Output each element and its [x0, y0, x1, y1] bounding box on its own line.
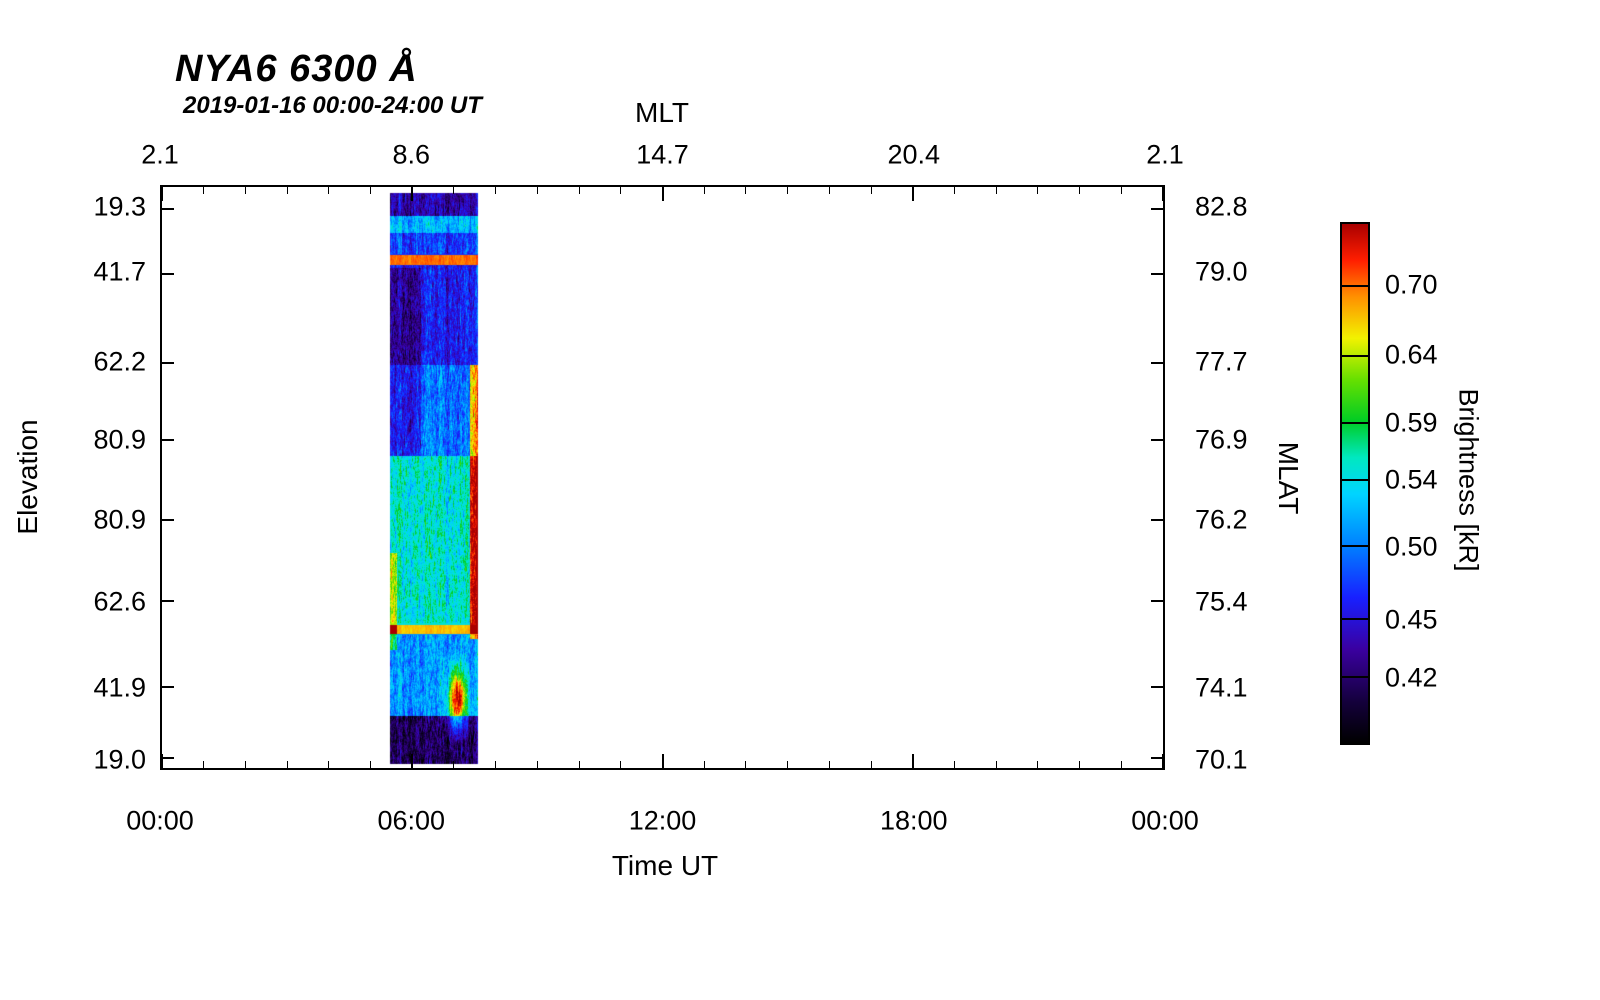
bottom-axis-tick-label: 18:00: [879, 805, 948, 836]
right-axis-tick-label: 82.8: [1195, 191, 1248, 222]
top-axis-tick-label: 20.4: [887, 139, 941, 170]
right-axis-tick-label: 70.1: [1195, 744, 1248, 775]
right-axis-tick-label: 74.1: [1195, 672, 1248, 703]
colorbar-tick-label: 0.54: [1385, 464, 1438, 495]
top-axis-tick-label: 8.6: [392, 139, 431, 170]
plot-title: NYA6 6300 Å: [175, 48, 418, 90]
colorbar-tick-label: 0.64: [1385, 339, 1438, 370]
colorbar-tick: [1342, 545, 1368, 548]
colorbar-tick: [1342, 354, 1368, 357]
colorbar-tick: [1342, 478, 1368, 481]
colorbar-label: Brightness [kR]: [1453, 388, 1484, 572]
right-axis-tick-label: 75.4: [1195, 586, 1248, 617]
left-axis-tick-label: 19.3: [93, 191, 146, 222]
left-axis-tick-label: 41.7: [93, 256, 146, 287]
colorbar-tick: [1342, 422, 1368, 425]
right-axis-label: MLAT: [1273, 441, 1304, 515]
right-axis-tick-label: 79.0: [1195, 256, 1248, 287]
colorbar: [1340, 222, 1370, 745]
left-axis-tick-label: 62.2: [93, 346, 146, 377]
left-axis-tick-label: 62.6: [93, 586, 146, 617]
colorbar-tick-label: 0.50: [1385, 531, 1438, 562]
plot-subtitle: 2019-01-16 00:00-24:00 UT: [183, 92, 482, 119]
colorbar-tick-label: 0.42: [1385, 662, 1438, 693]
right-axis-tick-label: 76.2: [1195, 504, 1248, 535]
left-axis-tick-label: 41.9: [93, 672, 146, 703]
right-axis-tick-label: 77.7: [1195, 346, 1248, 377]
bottom-axis-tick-label: 00:00: [126, 805, 194, 836]
right-axis-tick-label: 76.9: [1195, 424, 1248, 455]
top-axis-tick-label: 2.1: [141, 139, 179, 170]
top-axis-tick-label: 14.7: [636, 139, 689, 170]
bottom-axis-tick-label: 00:00: [1131, 805, 1199, 836]
top-axis-label: MLT: [635, 97, 689, 128]
colorbar-tick-label: 0.70: [1385, 269, 1438, 300]
colorbar-tick-label: 0.59: [1385, 407, 1438, 438]
colorbar-tick: [1342, 285, 1368, 288]
keogram-canvas: [160, 185, 1165, 770]
bottom-axis-tick-label: 06:00: [377, 805, 446, 836]
bottom-axis-label: Time UT: [611, 850, 719, 881]
left-axis-tick-label: 19.0: [93, 744, 146, 775]
bottom-axis-tick-label: 12:00: [628, 805, 697, 836]
top-axis-tick-label: 2.1: [1146, 139, 1184, 170]
left-axis-tick-label: 80.9: [93, 424, 146, 455]
left-axis-label: Elevation: [12, 419, 43, 535]
colorbar-tick-label: 0.45: [1385, 604, 1438, 635]
left-axis-tick-label: 80.9: [93, 504, 146, 535]
colorbar-tick: [1342, 675, 1368, 678]
colorbar-tick: [1342, 617, 1368, 620]
